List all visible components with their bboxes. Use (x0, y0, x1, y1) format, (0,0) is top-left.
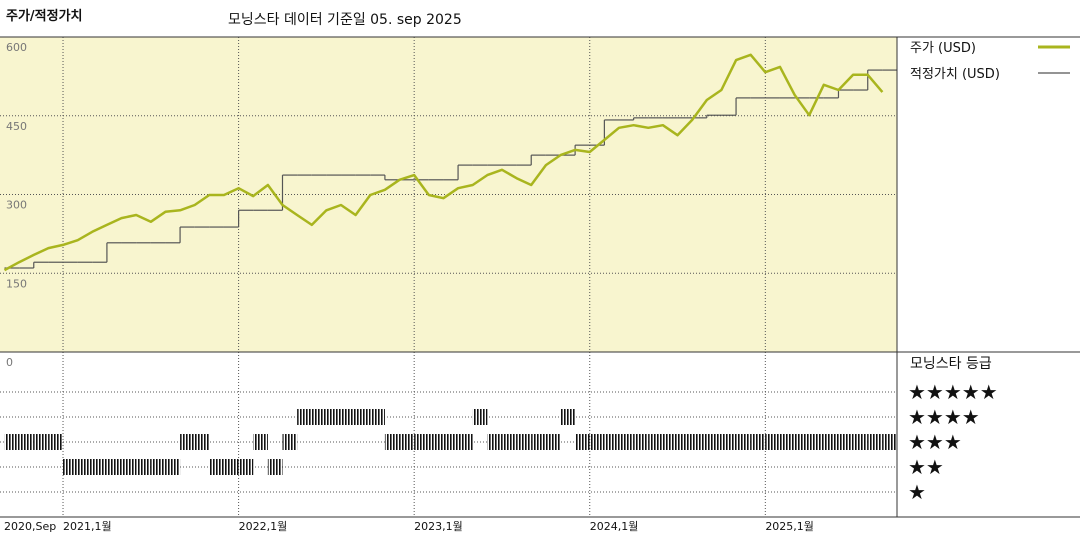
x-tick-label: 2023,1월 (414, 520, 463, 533)
chart-title: 주가/적정가치 (6, 8, 83, 24)
chart-subtitle: 모닝스타 데이터 기준일 05. sep 2025 (228, 12, 462, 28)
rating-band (589, 434, 605, 450)
rating-level-label: ★★★★ (908, 405, 980, 429)
rating-band (48, 434, 64, 450)
rating-band (472, 409, 488, 425)
y-tick-label: 450 (6, 120, 27, 133)
rating-band (750, 434, 766, 450)
rating-band (501, 434, 517, 450)
x-tick-label: 2021,1월 (63, 520, 112, 533)
rating-band (165, 459, 181, 475)
rating-band (384, 434, 400, 450)
rating-band (545, 434, 561, 450)
rating-band (765, 434, 780, 450)
rating-band (838, 434, 854, 450)
legend-label: 주가 (USD) (910, 41, 976, 56)
rating-band (692, 434, 707, 450)
rating-band (633, 434, 649, 450)
rating-band (33, 434, 49, 450)
y-tick-label: 300 (6, 199, 27, 212)
rating-band (136, 459, 151, 475)
rating-band (106, 459, 122, 475)
rating-band (311, 409, 327, 425)
rating-band (341, 409, 356, 425)
rating-band (326, 409, 342, 425)
rating-band (794, 434, 810, 450)
rating-band (721, 434, 737, 450)
price-line (3, 53, 884, 272)
rating-level-label: ★★★★★ (908, 380, 998, 404)
rating-band (604, 434, 620, 450)
rating-band (399, 434, 415, 450)
rating-band (428, 434, 444, 450)
rating-band (238, 459, 254, 475)
y-tick-label: 150 (6, 277, 27, 290)
rating-band (487, 434, 502, 450)
rating-band (63, 459, 78, 475)
rating-band (809, 434, 824, 450)
rating-band (414, 434, 429, 450)
rating-title: 모닝스타 등급 (910, 356, 992, 372)
rating-band (736, 434, 751, 450)
rating-band (4, 434, 20, 450)
rating-band (77, 459, 93, 475)
rating-band (209, 459, 224, 475)
x-tick-label: 2024,1월 (590, 520, 639, 533)
rating-band (853, 434, 868, 450)
rating-band (662, 434, 678, 450)
rating-band (282, 434, 298, 450)
rating-band (180, 434, 195, 450)
rating-band (648, 434, 663, 450)
rating-band (575, 434, 590, 450)
rating-band (150, 459, 166, 475)
rating-band (19, 434, 34, 450)
rating-band (253, 434, 268, 450)
y-tick-label: 600 (6, 41, 27, 54)
rating-band (516, 434, 532, 450)
x-tick-label: 2022,1월 (239, 520, 288, 533)
rating-band (823, 434, 839, 450)
rating-band (531, 434, 546, 450)
rating-level-label: ★★★ (908, 430, 962, 454)
rating-band (92, 459, 107, 475)
rating-level-label: ★ (908, 480, 926, 504)
rating-band (355, 409, 371, 425)
rating-band (458, 434, 473, 450)
rating-band (443, 434, 459, 450)
x-tick-label: 2025,1월 (765, 520, 814, 533)
rating-band (370, 409, 385, 425)
rating-band (194, 434, 210, 450)
rating-band (121, 459, 137, 475)
y-tick-label: 0 (6, 356, 13, 369)
rating-band (560, 409, 576, 425)
rating-band (882, 434, 897, 450)
x-tick-label: 2020,Sep (4, 520, 56, 533)
rating-band (706, 434, 722, 450)
rating-band (267, 459, 283, 475)
rating-band (867, 434, 883, 450)
rating-band (779, 434, 795, 450)
rating-band (297, 409, 312, 425)
rating-level-label: ★★ (908, 455, 944, 479)
legend-label: 적정가치 (USD) (910, 67, 1000, 82)
rating-band (677, 434, 693, 450)
rating-band (223, 459, 239, 475)
rating-band (619, 434, 634, 450)
